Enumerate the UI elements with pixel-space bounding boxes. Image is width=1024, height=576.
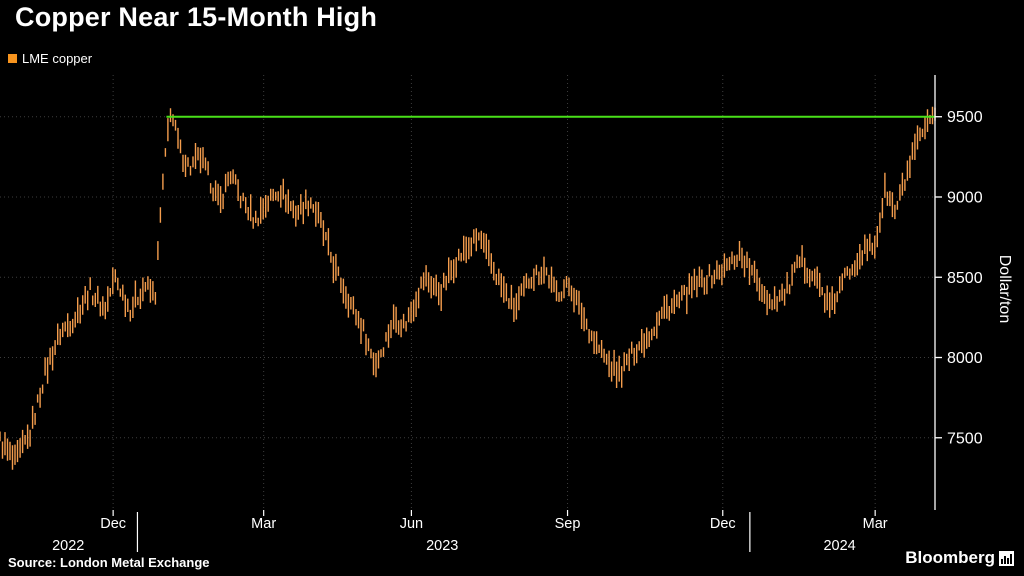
year-label: 2023: [426, 538, 458, 554]
y-tick-label: 7500: [947, 430, 983, 447]
y-tick-label: 9500: [947, 109, 983, 126]
gridlines: [0, 75, 935, 510]
y-axis: 7500 8000 8500 9000 9500: [934, 75, 983, 510]
y-axis-title: Dollar/ton: [996, 254, 1013, 324]
series-bars: [0, 106, 936, 470]
x-tick-label: Mar: [863, 516, 888, 532]
legend-swatch-icon: [8, 54, 17, 63]
year-label: 2024: [823, 538, 855, 554]
x-axis: Dec Mar Jun Sep Dec Mar 2022 2023 2024: [52, 510, 888, 554]
x-tick-label: Jun: [400, 516, 423, 532]
legend-label: LME copper: [22, 51, 93, 66]
bloomberg-terminal-icon: [999, 550, 1014, 566]
y-tick-label: 8000: [947, 350, 983, 367]
bloomberg-logo: Bloomberg: [905, 548, 1014, 568]
x-tick-label: Sep: [555, 516, 581, 532]
year-label: 2022: [52, 538, 84, 554]
x-tick-label: Mar: [251, 516, 276, 532]
y-tick-label: 8500: [947, 270, 983, 287]
bloomberg-wordmark: Bloomberg: [905, 548, 995, 567]
y-tick-label: 9000: [947, 189, 983, 206]
chart-title: Copper Near 15-Month High: [15, 2, 378, 32]
legend: LME copper: [8, 51, 92, 66]
source-note: Source: London Metal Exchange: [8, 555, 210, 570]
x-tick-label: Dec: [100, 516, 126, 532]
x-tick-label: Dec: [710, 516, 736, 532]
